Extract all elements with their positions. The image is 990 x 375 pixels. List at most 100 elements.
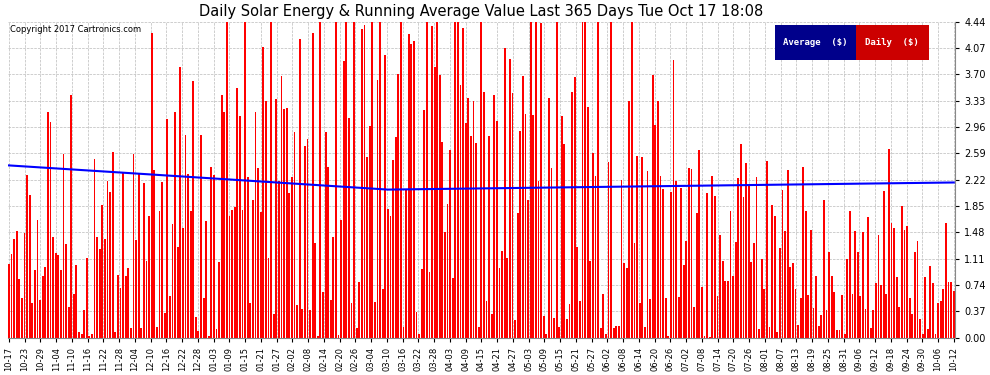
Bar [555,22,557,338]
Bar [16,231,18,338]
Bar [506,258,508,338]
Bar [618,326,620,338]
Bar [740,144,742,338]
Bar [11,255,13,338]
Bar [174,112,176,338]
Bar [639,303,641,338]
Bar [301,309,303,338]
Bar [245,22,247,338]
Bar [846,260,848,338]
Bar [610,22,612,338]
Bar [891,222,892,338]
Bar [616,327,617,338]
Bar [597,22,599,338]
Bar [587,107,589,338]
Bar [21,298,23,338]
Bar [457,22,459,338]
Bar [831,276,833,338]
Bar [872,310,874,338]
Bar [753,243,754,338]
Bar [914,252,916,338]
Bar [163,313,165,338]
Bar [595,176,596,338]
Bar [431,26,433,338]
Bar [877,235,879,338]
Bar [143,183,145,338]
Bar [117,274,119,338]
Bar [13,239,15,338]
Bar [527,201,529,338]
Bar [270,22,272,338]
Bar [280,76,282,338]
Bar [242,210,244,338]
Bar [818,326,820,338]
Bar [589,261,591,338]
Bar [138,174,140,338]
Bar [826,309,828,338]
Bar [496,121,498,338]
Bar [664,298,666,338]
Bar [247,177,248,338]
Bar [252,200,253,338]
Bar [304,146,306,338]
Bar [600,328,602,338]
Bar [397,74,399,338]
Text: Average  ($): Average ($) [783,38,847,47]
Bar [426,22,428,338]
Bar [148,216,150,338]
Bar [379,22,381,338]
Bar [37,220,39,338]
Bar [935,334,937,338]
Bar [232,210,233,338]
Text: Copyright 2017 Cartronics.com: Copyright 2017 Cartronics.com [10,25,141,34]
Bar [462,28,464,338]
Bar [465,123,466,338]
Bar [629,101,631,338]
Bar [286,108,287,338]
Bar [50,122,51,338]
Bar [374,302,376,338]
Bar [553,318,555,338]
Bar [73,294,74,338]
Bar [927,329,929,338]
Bar [454,22,456,338]
Bar [522,76,524,338]
Bar [623,263,625,338]
Bar [922,334,924,338]
Bar [727,281,729,338]
Bar [88,336,90,338]
Bar [475,142,477,338]
Bar [312,33,314,338]
Bar [657,101,658,338]
Bar [42,276,44,338]
Bar [403,327,404,338]
Bar [288,193,290,338]
Bar [784,231,786,338]
Bar [341,220,343,338]
Bar [81,334,82,338]
Bar [177,248,178,338]
Bar [187,174,189,338]
Bar [945,223,946,338]
Bar [153,170,155,338]
Bar [795,289,796,338]
Bar [346,22,347,338]
Bar [538,181,540,338]
Bar [146,261,148,338]
Bar [330,300,332,338]
Bar [24,232,26,338]
Bar [483,93,485,338]
Bar [195,316,197,338]
Bar [328,167,329,338]
Bar [543,316,545,338]
Bar [156,327,157,338]
Bar [363,25,365,338]
Bar [224,112,226,338]
FancyBboxPatch shape [775,25,855,60]
Bar [141,328,143,338]
Bar [78,332,80,338]
Bar [942,289,944,338]
Bar [353,22,355,338]
Bar [451,278,453,338]
Bar [60,270,61,338]
